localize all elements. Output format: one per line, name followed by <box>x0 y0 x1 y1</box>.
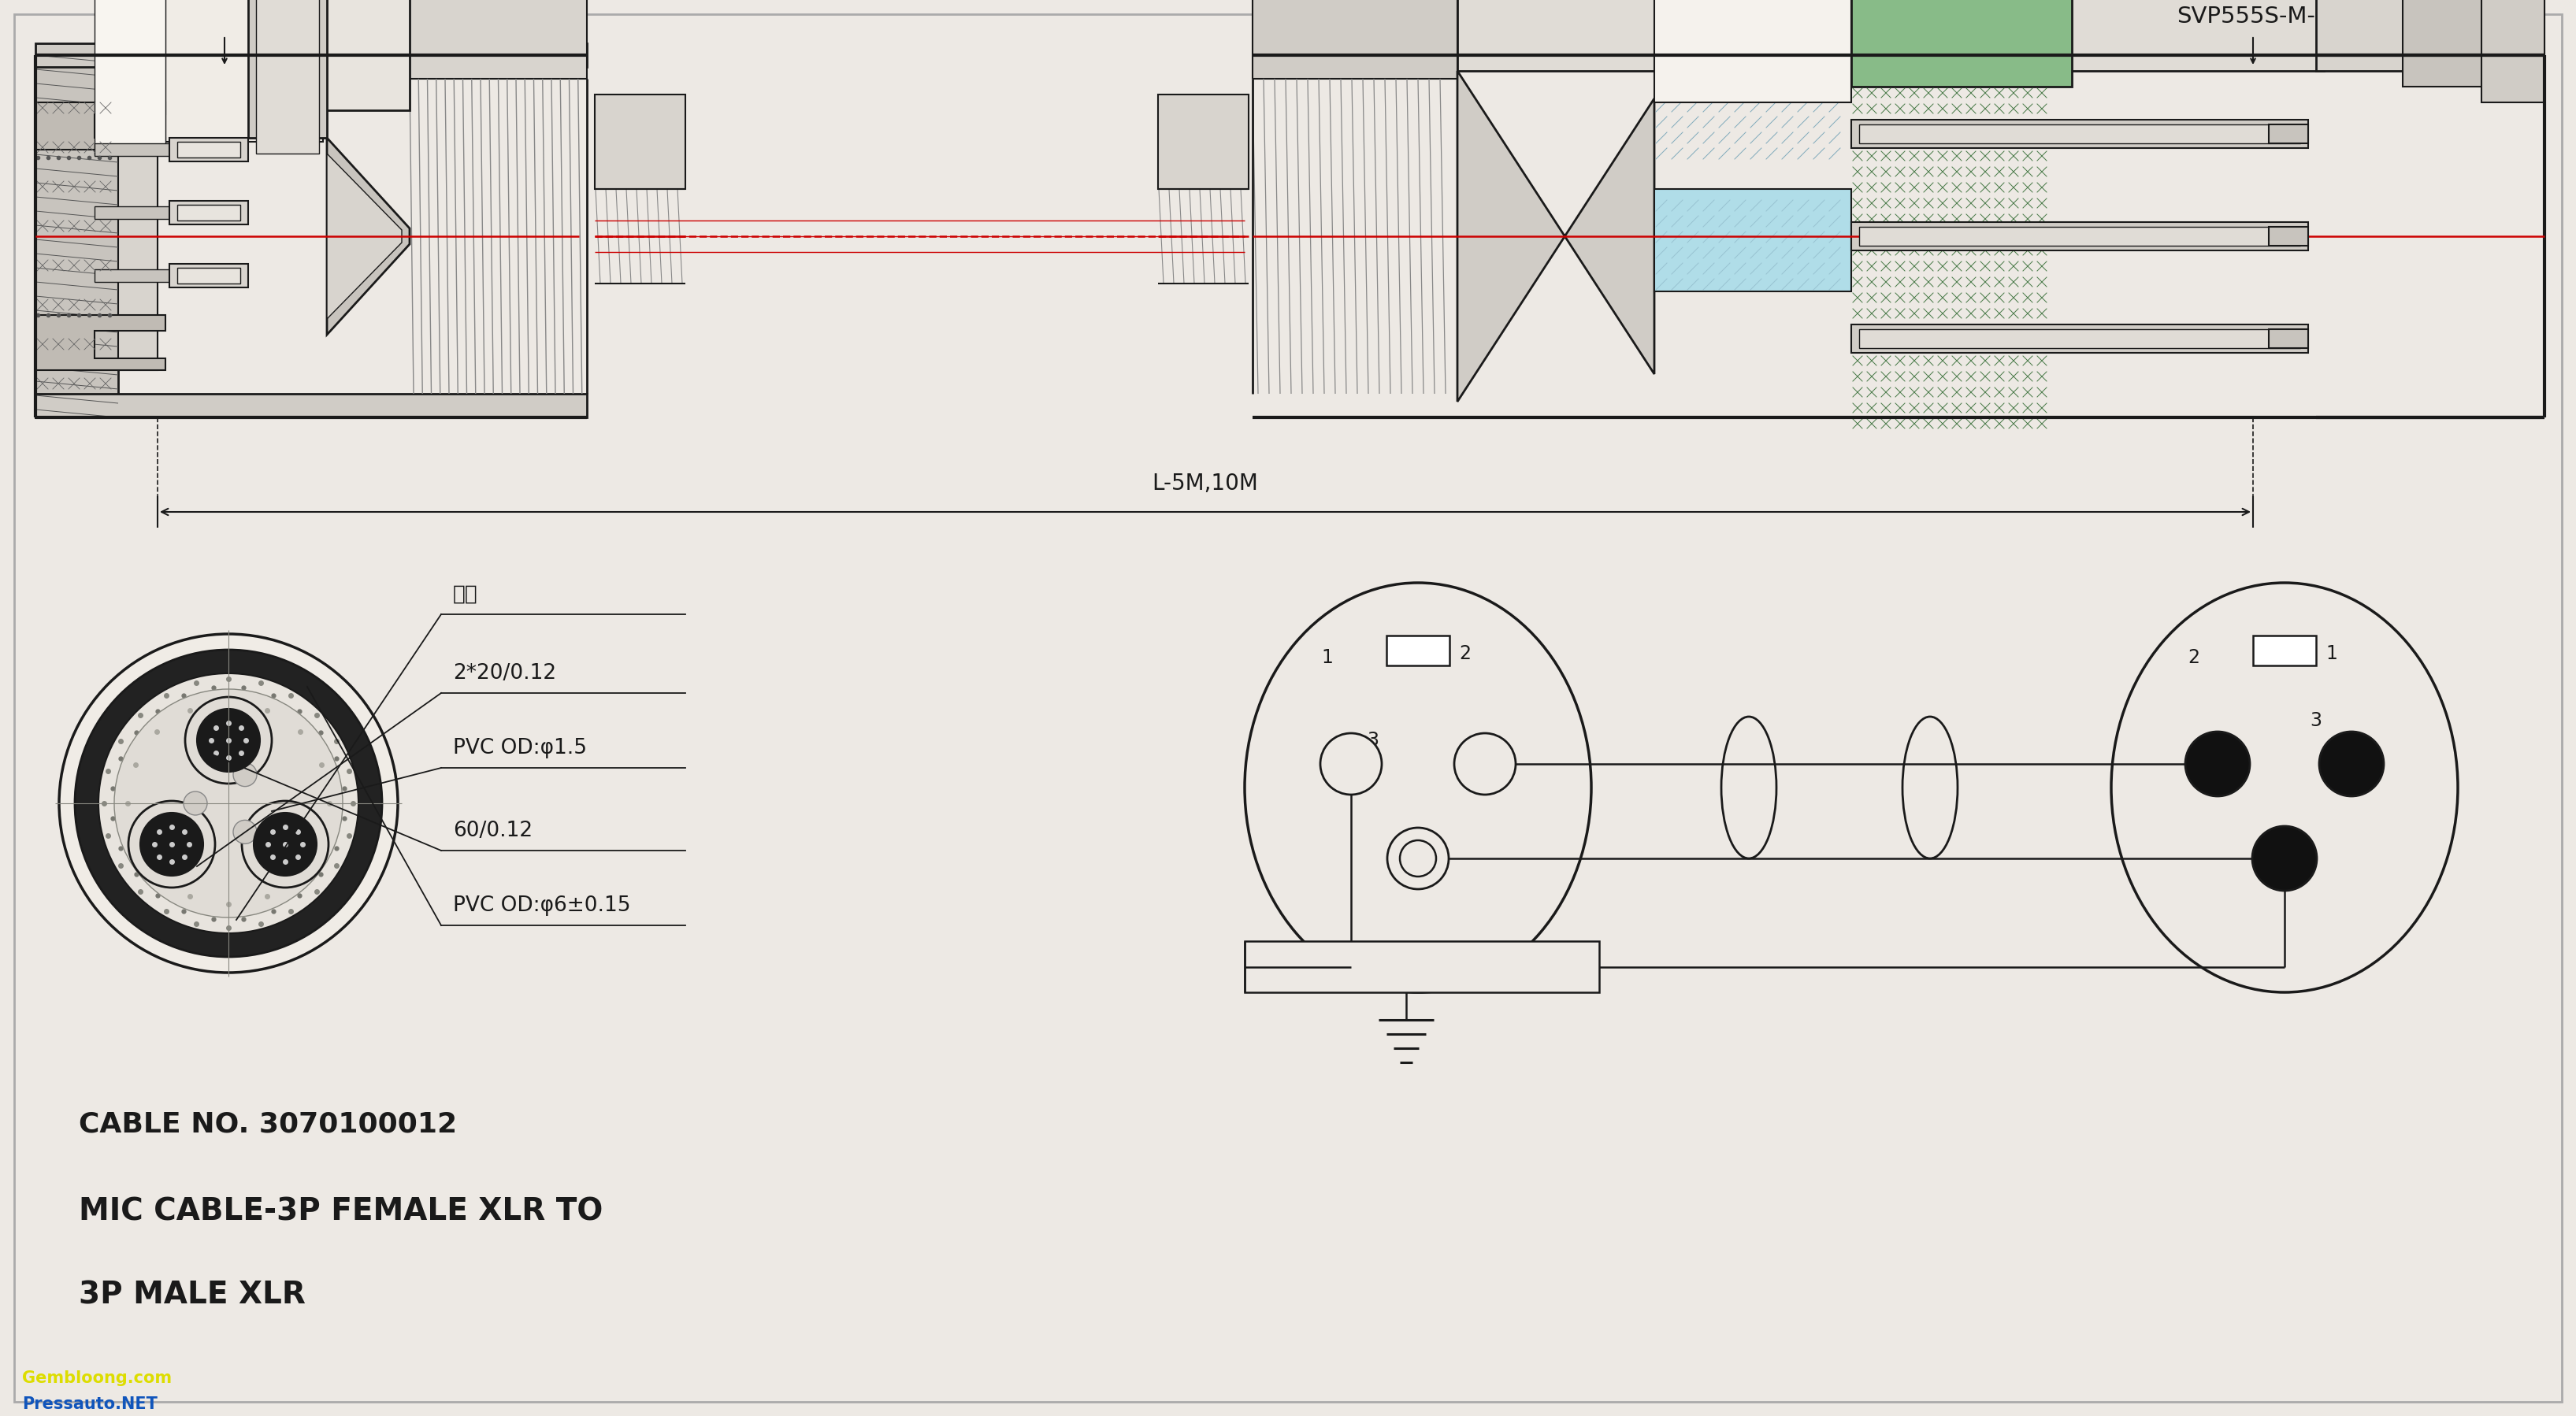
Polygon shape <box>36 314 165 370</box>
Bar <box>36 394 587 418</box>
Text: 1: 1 <box>1321 649 1334 667</box>
Bar <box>2481 0 2545 102</box>
Bar <box>95 0 165 153</box>
Bar <box>595 95 685 188</box>
Text: MIC CABLE-3P FEMALE XLR TO: MIC CABLE-3P FEMALE XLR TO <box>80 1197 603 1228</box>
Bar <box>1458 0 2324 71</box>
Ellipse shape <box>185 697 273 783</box>
Ellipse shape <box>129 801 214 888</box>
Ellipse shape <box>234 820 258 844</box>
Polygon shape <box>36 102 165 150</box>
Text: 3: 3 <box>1368 731 1378 749</box>
Ellipse shape <box>2251 826 2316 891</box>
Ellipse shape <box>196 709 260 772</box>
Bar <box>165 0 322 142</box>
Text: PVC OD:φ6±0.15: PVC OD:φ6±0.15 <box>453 895 631 916</box>
Ellipse shape <box>1244 583 1592 993</box>
Ellipse shape <box>113 690 343 918</box>
Polygon shape <box>36 55 118 418</box>
Ellipse shape <box>139 813 204 875</box>
Bar <box>247 0 327 137</box>
Bar <box>410 0 587 79</box>
Bar <box>1860 227 2300 246</box>
Text: Gembloong.com: Gembloong.com <box>23 1371 173 1386</box>
Bar <box>2269 329 2308 348</box>
Polygon shape <box>327 137 410 334</box>
Text: 3P MALE XLR: 3P MALE XLR <box>80 1280 307 1310</box>
Ellipse shape <box>2112 583 2458 993</box>
Ellipse shape <box>2184 732 2249 796</box>
Ellipse shape <box>1721 716 1777 858</box>
Polygon shape <box>327 153 402 319</box>
Ellipse shape <box>234 763 258 786</box>
Ellipse shape <box>1904 716 1958 858</box>
Text: PVC OD:φ1.5: PVC OD:φ1.5 <box>453 738 587 759</box>
Text: Pressauto.NET: Pressauto.NET <box>23 1396 157 1412</box>
Bar <box>1654 0 1852 79</box>
Ellipse shape <box>183 792 206 816</box>
Bar <box>1852 120 2308 149</box>
Bar <box>1852 0 2071 86</box>
Text: 2*20/0.12: 2*20/0.12 <box>453 663 556 684</box>
Text: 2: 2 <box>1461 644 1471 663</box>
Ellipse shape <box>1321 733 1381 794</box>
Bar <box>1852 222 2308 251</box>
Bar <box>1860 125 2300 143</box>
Ellipse shape <box>59 634 397 973</box>
Bar <box>2316 0 2530 71</box>
Bar <box>178 205 240 221</box>
Bar <box>1860 329 2300 348</box>
Text: 60/0.12: 60/0.12 <box>453 821 533 841</box>
Ellipse shape <box>242 801 330 888</box>
Bar <box>2269 125 2308 143</box>
Ellipse shape <box>75 650 381 957</box>
Text: SVP555S-M-1: SVP555S-M-1 <box>2177 6 2329 27</box>
Text: 1: 1 <box>2326 644 2336 663</box>
Ellipse shape <box>1388 828 1448 889</box>
Bar <box>255 0 319 153</box>
Bar <box>1852 324 2308 353</box>
Polygon shape <box>118 102 157 370</box>
Text: L-5M,10M: L-5M,10M <box>1151 473 1260 494</box>
Ellipse shape <box>252 813 317 875</box>
Bar <box>1654 0 1852 102</box>
Text: 3: 3 <box>2311 711 2321 731</box>
Bar <box>1244 942 1600 993</box>
Bar <box>1654 188 1852 292</box>
Polygon shape <box>1458 71 1654 402</box>
Bar <box>1252 0 1458 79</box>
Ellipse shape <box>98 674 358 933</box>
Bar <box>95 143 170 156</box>
Bar <box>157 0 410 110</box>
Bar <box>1159 95 1249 188</box>
Text: CABLE NO. 3070100012: CABLE NO. 3070100012 <box>80 1110 456 1137</box>
Text: 2: 2 <box>2187 649 2200 667</box>
Bar <box>95 269 170 282</box>
Text: SVP556S-M-1: SVP556S-M-1 <box>147 6 301 27</box>
Ellipse shape <box>1399 840 1435 877</box>
Bar <box>2403 0 2545 86</box>
Bar <box>170 201 247 225</box>
Bar <box>2254 636 2316 666</box>
Bar <box>170 137 247 161</box>
Bar <box>95 207 170 219</box>
Ellipse shape <box>2318 732 2383 796</box>
Bar <box>178 268 240 283</box>
Bar <box>36 44 587 67</box>
Bar <box>1386 636 1450 666</box>
Bar <box>178 142 240 157</box>
Bar <box>170 263 247 287</box>
Bar <box>2269 227 2308 246</box>
Text: 棉线: 棉线 <box>453 585 479 605</box>
Ellipse shape <box>1455 733 1515 794</box>
